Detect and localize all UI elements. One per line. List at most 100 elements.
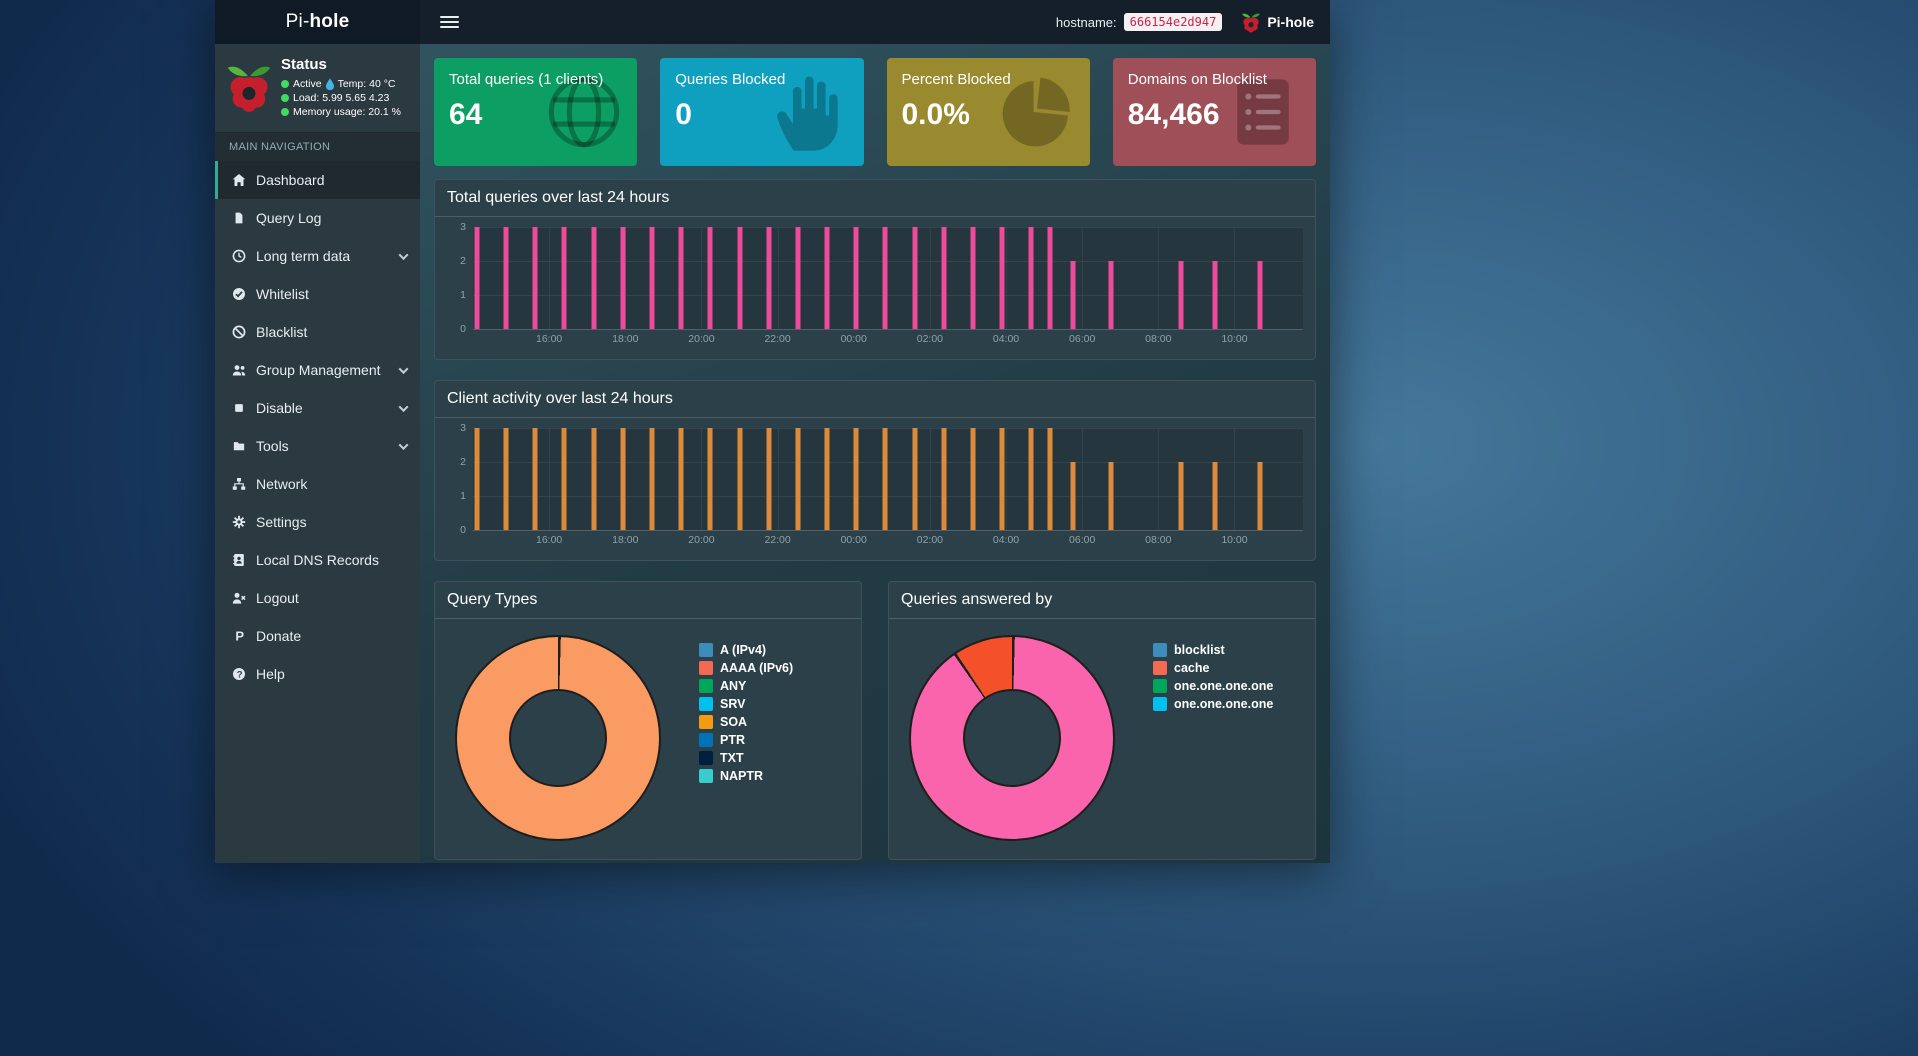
sidebar-item-long-term-data[interactable]: Long term data xyxy=(215,237,420,275)
bar xyxy=(591,227,597,329)
sidebar-item-label: Query Log xyxy=(256,210,322,226)
bar xyxy=(1108,261,1114,329)
x-tick-label: 20:00 xyxy=(688,333,715,345)
chevron-down-icon xyxy=(398,401,409,412)
bar xyxy=(1028,428,1034,530)
legend-swatch xyxy=(699,697,713,711)
gridline xyxy=(625,227,627,329)
sidebar-item-whitelist[interactable]: Whitelist xyxy=(215,275,420,313)
legend-item[interactable]: A (IPv4) xyxy=(699,643,793,657)
legend-item[interactable]: AAAA (IPv6) xyxy=(699,661,793,675)
card-percent-blocked[interactable]: Percent Blocked 0.0% xyxy=(886,58,1090,166)
card-value: 0.0% xyxy=(901,98,970,131)
sidebar-item-dashboard[interactable]: Dashboard xyxy=(215,161,420,199)
y-tick-label: 2 xyxy=(460,254,466,267)
status-memory-label: Memory usage: 20.1 % xyxy=(293,106,401,118)
app-logo[interactable]: Pi-hole xyxy=(215,0,420,44)
legend-item[interactable]: NAPTR xyxy=(699,769,793,783)
gridline xyxy=(473,294,1303,296)
sidebar-item-label: Blacklist xyxy=(256,324,308,340)
sidebar-item-label: Local DNS Records xyxy=(256,552,379,568)
card-queries-blocked[interactable]: Queries Blocked 0 xyxy=(660,58,864,166)
bar xyxy=(912,227,918,329)
bar xyxy=(941,227,947,329)
y-tick-label: 1 xyxy=(460,288,466,301)
legend-item[interactable]: one.one.one.one xyxy=(1153,697,1273,711)
sidebar-item-tools[interactable]: Tools xyxy=(215,427,420,465)
chart-plot-area xyxy=(473,227,1303,330)
bar xyxy=(1070,462,1076,530)
raspberry-logo-icon xyxy=(227,63,271,113)
sidebar-item-local-dns-records[interactable]: Local DNS Records xyxy=(215,541,420,579)
sidebar-item-label: Help xyxy=(256,666,285,682)
panel-body: 0 1 2 3 16:00 18:00 20:00 22:00 00:00 02:00 04:00… xyxy=(435,217,1315,359)
gridline xyxy=(549,227,551,329)
pihole-app-window: Pi-hole hostname: 666154e2d947 Pi-hole S… xyxy=(215,0,1330,863)
x-tick-label: 06:00 xyxy=(1069,333,1096,345)
sidebar-item-query-log[interactable]: Query Log xyxy=(215,199,420,237)
client-activity-bar-chart[interactable]: 0 1 2 3 16:00 18:00 20:00 22:00 00:00 02:00 04:00… xyxy=(447,422,1303,548)
gridline xyxy=(777,428,779,530)
sidebar-item-donate[interactable]: P Donate xyxy=(215,617,420,655)
legend-item[interactable]: ANY xyxy=(699,679,793,693)
sidebar-item-help[interactable]: ? Help xyxy=(215,655,420,693)
sidebar-toggle-button[interactable] xyxy=(440,16,459,28)
gridline xyxy=(929,227,931,329)
sidebar-item-disable[interactable]: Disable xyxy=(215,389,420,427)
x-tick-label: 02:00 xyxy=(916,333,944,345)
card-value: 0 xyxy=(675,98,692,131)
query-types-donut-chart[interactable] xyxy=(455,635,661,841)
top-navbar: Pi-hole hostname: 666154e2d947 Pi-hole xyxy=(215,0,1330,44)
legend-item[interactable]: SRV xyxy=(699,697,793,711)
x-axis-labels: 16:00 18:00 20:00 22:00 00:00 02:00 04:00 06:00… xyxy=(473,530,1303,548)
legend-item[interactable]: one.one.one.one xyxy=(1153,679,1273,693)
logo-text-prefix: Pi- xyxy=(285,11,310,32)
status-row-load: Load: 5.99 5.65 4.23 xyxy=(281,92,401,104)
sidebar-item-blacklist[interactable]: Blacklist xyxy=(215,313,420,351)
total-queries-bar-chart[interactable]: 0 1 2 3 16:00 18:00 20:00 22:00 00:00 02:00 04:00… xyxy=(447,221,1303,347)
panel-queries-answered-by: Queries answered by blocklist cache one.on… xyxy=(888,581,1316,860)
legend-item[interactable]: TXT xyxy=(699,751,793,765)
sidebar-item-network[interactable]: Network xyxy=(215,465,420,503)
panel-query-types: Query Types A (IPv4) AAAA (IPv6) ANY SRV SOA… xyxy=(434,581,862,860)
sidebar-item-label: Whitelist xyxy=(256,286,309,302)
bar xyxy=(912,428,918,530)
sidebar-item-settings[interactable]: Settings xyxy=(215,503,420,541)
y-tick-label: 3 xyxy=(460,221,466,233)
legend-item[interactable]: PTR xyxy=(699,733,793,747)
x-tick-label: 06:00 xyxy=(1069,534,1096,546)
bar xyxy=(532,428,538,530)
hostname-label: hostname: xyxy=(1055,14,1117,30)
hand-icon xyxy=(768,69,854,155)
gridline xyxy=(473,495,1303,497)
card-total-queries[interactable]: Total queries (1 clients) 64 xyxy=(434,58,638,166)
gridline xyxy=(473,530,1303,531)
bar xyxy=(1178,261,1184,329)
gridline xyxy=(473,329,1303,330)
sidebar-item-label: Tools xyxy=(256,438,289,454)
sidebar-item-logout[interactable]: Logout xyxy=(215,579,420,617)
chart-plot-area xyxy=(473,428,1303,531)
bar xyxy=(737,227,742,329)
legend-label: ANY xyxy=(720,679,747,693)
panel-title: Queries answered by xyxy=(889,582,1315,619)
legend-item[interactable]: SOA xyxy=(699,715,793,729)
brand-label: Pi-hole xyxy=(1267,14,1314,30)
bottom-panels: Query Types A (IPv4) AAAA (IPv6) ANY SRV SOA… xyxy=(434,581,1316,860)
sidebar-item-label: Network xyxy=(256,476,308,492)
card-domains-on-blocklist[interactable]: Domains on Blocklist 84,466 xyxy=(1112,58,1316,166)
queries-answered-donut-chart[interactable] xyxy=(909,635,1115,841)
x-tick-label: 08:00 xyxy=(1145,534,1172,546)
gridline xyxy=(777,227,779,329)
panel-client-activity: Client activity over last 24 hours 0 1 2 3 … xyxy=(434,380,1316,561)
hostname-badge: 666154e2d947 xyxy=(1123,13,1223,31)
status-ok-icon xyxy=(281,94,289,102)
bar xyxy=(591,428,597,530)
bar xyxy=(1028,227,1034,329)
sidebar-item-group-management[interactable]: Group Management xyxy=(215,351,420,389)
legend-item[interactable]: cache xyxy=(1153,661,1273,675)
legend-item[interactable]: blocklist xyxy=(1153,643,1273,657)
list-icon xyxy=(1220,69,1306,155)
sidebar-item-label: Group Management xyxy=(256,362,381,378)
